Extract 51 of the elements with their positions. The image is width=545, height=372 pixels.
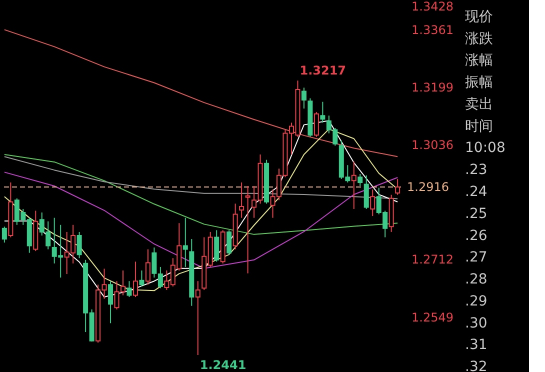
candlestick	[108, 280, 114, 324]
text: 涨幅	[465, 52, 493, 69]
candlestick	[195, 280, 200, 356]
ref-line-label: 1.2916	[407, 180, 449, 194]
candlestick	[226, 230, 232, 256]
text: .31	[465, 337, 488, 354]
text: .28	[465, 272, 488, 288]
text: 振幅	[465, 74, 493, 91]
candlestick	[358, 173, 363, 186]
candlestick	[2, 226, 7, 244]
candlestick	[301, 87, 306, 110]
annotation: 1.3217	[300, 64, 346, 78]
candlestick	[314, 112, 319, 138]
y-tick-label: 1.3036	[412, 138, 454, 152]
text: .25	[465, 206, 488, 222]
candlestick	[370, 189, 376, 217]
line-series	[4, 154, 398, 235]
candlestick	[364, 174, 369, 210]
candlestick	[320, 101, 326, 124]
y-tick-label: 1.2549	[412, 310, 454, 324]
text: 卖出	[465, 96, 493, 112]
text: .24	[465, 184, 488, 200]
text: .27	[465, 250, 488, 266]
annotation: 1.2441	[200, 358, 246, 372]
line-series	[4, 29, 398, 158]
text: .29	[465, 293, 488, 310]
text: 10:08	[465, 140, 506, 156]
line-series	[4, 172, 398, 269]
candlestick	[239, 182, 244, 218]
text: .32	[465, 359, 488, 372]
candlestick	[182, 217, 188, 268]
candlestick	[214, 230, 220, 262]
text: 现价	[465, 8, 493, 25]
y-tick-label: 1.3361	[412, 23, 454, 38]
y-tick-label: 1.3199	[412, 80, 454, 94]
candlestick	[126, 280, 132, 298]
text: .30	[465, 315, 488, 332]
text: .26	[465, 228, 488, 244]
text: .23	[465, 162, 488, 178]
candlestick	[145, 248, 150, 286]
candlestick	[76, 231, 82, 259]
y-tick-label: 1.2712	[412, 252, 454, 267]
candlestick	[395, 178, 400, 196]
candlestick	[132, 261, 138, 298]
text: 时间	[465, 118, 493, 134]
text: 涨跌	[465, 30, 493, 47]
y-tick-label: 1.3428	[412, 0, 454, 14]
candlestick	[245, 185, 250, 274]
candlestick	[139, 270, 144, 287]
line-series	[4, 156, 398, 200]
candlestick	[351, 161, 356, 210]
